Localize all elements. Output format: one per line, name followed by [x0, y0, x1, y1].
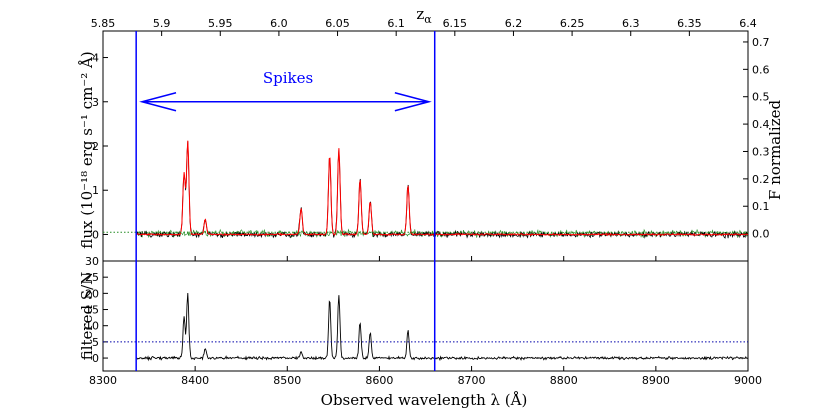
- x-axis-label: Observed wavelength λ (Å): [321, 391, 528, 409]
- plot-overlays: [103, 31, 748, 371]
- top-tick-label: 5.95: [208, 17, 233, 30]
- top-tick-label: 6.4: [739, 17, 757, 30]
- top-tick-label: 6.0: [270, 17, 288, 30]
- top-axis-label: zα: [416, 5, 432, 26]
- top-axis-label-subscript: α: [424, 13, 432, 26]
- top-tick-label: 5.85: [91, 17, 116, 30]
- x-tick-label: 8900: [642, 374, 670, 387]
- normalized-tick-label: 0.2: [752, 173, 770, 186]
- top-tick-label: 6.1: [387, 17, 405, 30]
- sn-tick-label: 20: [85, 287, 99, 300]
- sn-tick-label: 5: [92, 336, 99, 349]
- x-tick-label: 8500: [273, 374, 301, 387]
- bottom-panel-frame: [102, 260, 749, 372]
- normalized-tick-label: 0.7: [752, 36, 770, 49]
- normalized-tick-label: 0.3: [752, 145, 770, 158]
- model-series-line: [136, 140, 749, 237]
- sn-series-line: [135, 292, 749, 362]
- normalized-axis-label: F normalized: [766, 100, 784, 201]
- x-axis-ticks: 8300 8400 8500 8600 8700 8800 8900 9000: [89, 256, 762, 387]
- flux-tick-label: 1: [92, 184, 99, 197]
- plot-series: [135, 140, 749, 362]
- top-tick-label: 6.3: [622, 17, 640, 30]
- top-axis-ticks: 5.85 5.9 5.95 6.0 6.05 6.1 6.15 6.2 6.25 6.3 6.35 6…: [91, 17, 757, 36]
- flux-tick-label: 4: [92, 52, 99, 65]
- top-tick-label: 6.15: [443, 17, 468, 30]
- flux-tick-label: 3: [92, 96, 99, 109]
- normalized-axis-ticks: 0.0 0.1 0.2 0.3 0.4 0.5 0.6 0.7: [743, 36, 770, 241]
- sn-axis-label: filtered S/N: [78, 272, 96, 361]
- x-tick-label: 8800: [550, 374, 578, 387]
- normalized-tick-label: 0.0: [752, 228, 770, 241]
- normalized-tick-label: 0.6: [752, 63, 770, 76]
- sn-tick-label: 10: [85, 320, 99, 333]
- sn-tick-label: 15: [85, 304, 99, 317]
- flux-tick-label: 0: [92, 228, 99, 241]
- spikes-annotation: Spikes: [263, 69, 313, 87]
- x-tick-label: 8400: [181, 374, 209, 387]
- normalized-tick-label: 0.5: [752, 91, 770, 104]
- x-tick-label: 8600: [365, 374, 393, 387]
- spikes-arrow-head-right: [394, 92, 432, 112]
- flux-axis-label: flux (10⁻¹⁸ erg s⁻¹ cm⁻² Å): [78, 51, 96, 248]
- spikes-arrow-head-left: [139, 92, 177, 112]
- sn-axis-ticks: 30 25 20 15 10 5 0: [85, 255, 108, 365]
- x-tick-label: 9000: [734, 374, 762, 387]
- top-panel-frame: [102, 30, 749, 262]
- x-tick-label: 8700: [458, 374, 486, 387]
- flux-tick-label: 2: [92, 140, 99, 153]
- top-tick-label: 6.05: [325, 17, 350, 30]
- normalized-tick-label: 0.1: [752, 200, 770, 213]
- top-tick-label: 5.9: [153, 17, 171, 30]
- top-tick-label: 6.2: [505, 17, 523, 30]
- top-tick-label: 6.25: [560, 17, 585, 30]
- flux-axis-ticks: 0 1 2 3 4: [92, 52, 108, 241]
- sn-tick-label: 30: [85, 255, 99, 268]
- top-tick-label: 6.35: [677, 17, 702, 30]
- normalized-tick-label: 0.4: [752, 118, 770, 131]
- flux-series-line: [135, 141, 749, 239]
- x-tick-label: 8300: [89, 374, 117, 387]
- sn-tick-label: 0: [92, 352, 99, 365]
- sn-tick-label: 25: [85, 271, 99, 284]
